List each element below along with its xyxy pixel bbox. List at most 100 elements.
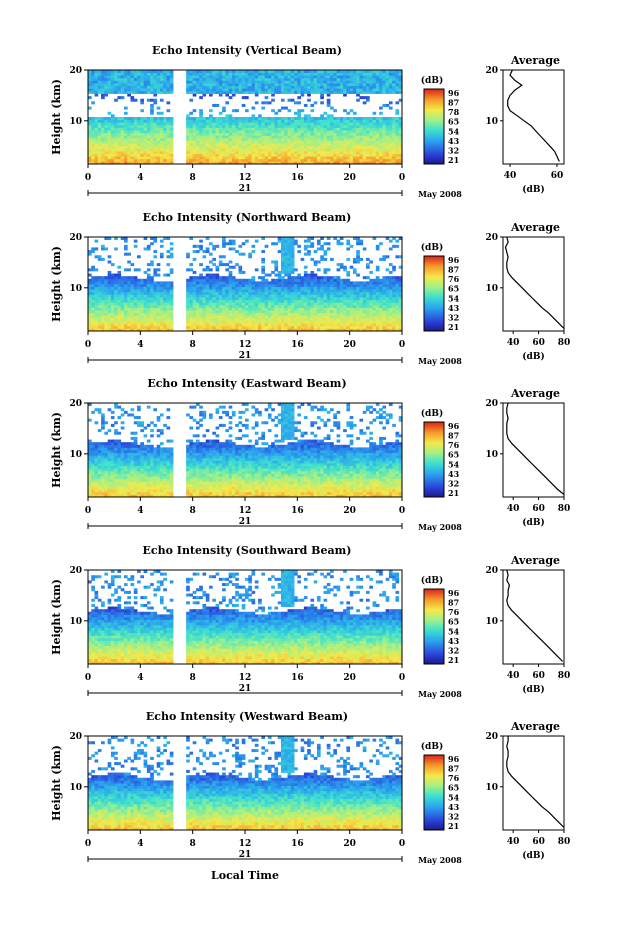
- heatmap-cell: [353, 83, 357, 86]
- heatmap-cell: [294, 120, 298, 123]
- heatmap-cell: [108, 78, 112, 81]
- heatmap-cell: [350, 86, 354, 89]
- heatmap-cell: [327, 289, 331, 292]
- heatmap-cell: [395, 120, 399, 123]
- heatmap-cell: [366, 83, 370, 86]
- heatmap-cell: [324, 302, 328, 305]
- heatmap-cell: [301, 133, 305, 136]
- heatmap-cell: [337, 130, 341, 133]
- heatmap-cell: [307, 75, 311, 78]
- heatmap-cell: [350, 294, 354, 297]
- heatmap-cell: [147, 315, 151, 318]
- heatmap-cell: [127, 159, 131, 162]
- heatmap-cell: [333, 292, 337, 295]
- heatmap-cell: [386, 78, 390, 81]
- heatmap-cell: [95, 159, 99, 162]
- heatmap-cell: [108, 141, 112, 144]
- heatmap-cell: [147, 310, 151, 313]
- heatmap-cell: [395, 240, 399, 243]
- heatmap-cell: [212, 120, 216, 123]
- heatmap-cell: [108, 159, 112, 162]
- heatmap-cell: [232, 78, 236, 81]
- heatmap-cell: [117, 294, 121, 297]
- heatmap-cell: [104, 86, 108, 89]
- heatmap-cell: [258, 75, 262, 78]
- heatmap-cell: [147, 279, 151, 282]
- heatmap-cell: [238, 315, 242, 318]
- heatmap-cell: [245, 294, 249, 297]
- heatmap-cell: [157, 143, 161, 146]
- heatmap-cell: [124, 125, 128, 128]
- heatmap-cell: [127, 318, 131, 321]
- heatmap-cell: [193, 109, 197, 112]
- heatmap-cell: [88, 80, 92, 83]
- heatmap-cell: [111, 318, 115, 321]
- heatmap-cell: [268, 141, 272, 144]
- heatmap-cell: [386, 287, 390, 290]
- heatmap-cell: [389, 292, 393, 295]
- heatmap-cell: [359, 313, 363, 316]
- heatmap-cell: [333, 146, 337, 149]
- heatmap-cell: [284, 310, 288, 313]
- heatmap-cell: [212, 326, 216, 329]
- heatmap-cell: [350, 73, 354, 76]
- heatmap-cell: [229, 279, 233, 282]
- heatmap-cell: [353, 122, 357, 125]
- heatmap-cell: [307, 284, 311, 287]
- heatmap-cell: [252, 127, 256, 130]
- heatmap-cell: [235, 313, 239, 316]
- heatmap-cell: [327, 284, 331, 287]
- heatmap-cell: [353, 287, 357, 290]
- heatmap-cell: [340, 151, 344, 154]
- heatmap-cell: [350, 125, 354, 128]
- heatmap-cell: [238, 143, 242, 146]
- heatmap-cell: [343, 94, 347, 97]
- heatmap-cell: [252, 250, 256, 253]
- heatmap-cell: [167, 292, 171, 295]
- heatmap-cell: [160, 80, 164, 83]
- heatmap-cell: [186, 294, 190, 297]
- heatmap-cell: [140, 151, 144, 154]
- heatmap-cell: [379, 287, 383, 290]
- heatmap-cell: [134, 297, 138, 300]
- heatmap-cell: [157, 80, 161, 83]
- heatmap-cell: [320, 287, 324, 290]
- heatmap-cell: [252, 276, 256, 279]
- heatmap-cell: [281, 258, 285, 261]
- heatmap-cell: [134, 310, 138, 313]
- heatmap-cell: [278, 279, 282, 282]
- heatmap-cell: [196, 117, 200, 120]
- heatmap-cell: [88, 294, 92, 297]
- heatmap-cell: [268, 154, 272, 157]
- heatmap-cell: [235, 78, 239, 81]
- heatmap-cell: [320, 138, 324, 141]
- heatmap-cell: [392, 297, 396, 300]
- heatmap-cell: [117, 138, 121, 141]
- heatmap-cell: [317, 321, 321, 324]
- heatmap-cell: [225, 284, 229, 287]
- heatmap-cell: [225, 117, 229, 120]
- heatmap-cell: [310, 300, 314, 303]
- heatmap-cell: [395, 101, 399, 104]
- heatmap-cell: [98, 159, 102, 162]
- heatmap-cell: [157, 156, 161, 159]
- heatmap-cell: [363, 276, 367, 279]
- heatmap-cell: [121, 326, 125, 329]
- heatmap-cell: [160, 151, 164, 154]
- heatmap-cell: [284, 122, 288, 125]
- heatmap-cell: [170, 127, 174, 130]
- heatmap-cell: [206, 73, 210, 76]
- heatmap-cell: [346, 302, 350, 305]
- heatmap-cell: [343, 300, 347, 303]
- heatmap-cell: [386, 120, 390, 123]
- heatmap-cell: [167, 308, 171, 311]
- heatmap-cell: [216, 268, 220, 271]
- heatmap-cell: [363, 138, 367, 141]
- heatmap-cell: [291, 302, 295, 305]
- heatmap-cell: [137, 156, 141, 159]
- heatmap-cell: [258, 122, 262, 125]
- heatmap-cell: [291, 138, 295, 141]
- heatmap-cell: [196, 297, 200, 300]
- heatmap-cell: [157, 297, 161, 300]
- heatmap-cell: [248, 318, 252, 321]
